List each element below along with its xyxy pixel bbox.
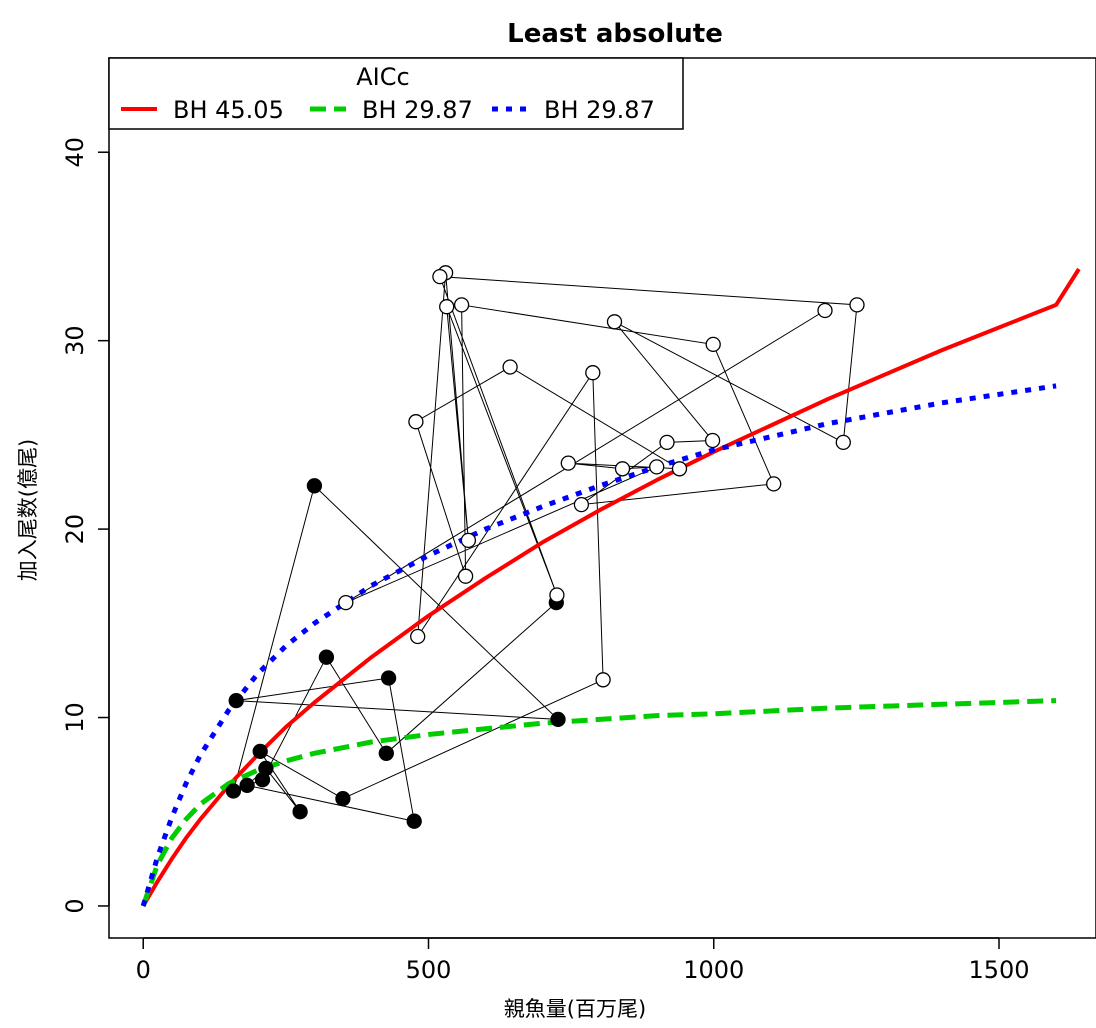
data-point-open <box>549 587 565 603</box>
data-point-filled <box>378 745 394 761</box>
data-point-open <box>457 568 474 584</box>
legend-label-1: BH 29.87 <box>362 96 473 124</box>
data-point-open <box>502 359 518 375</box>
legend-entries: BH 45.05 BH 29.87 BH 29.87 <box>121 96 655 124</box>
data-point-open <box>560 455 576 471</box>
data-point-filled <box>335 790 351 807</box>
data-point-open <box>573 496 590 513</box>
x-axis: 0 500 1000 1500 <box>136 937 1030 984</box>
y-axis: 0 10 20 30 40 <box>61 137 110 914</box>
data-point-open <box>671 461 688 477</box>
data-point-open <box>614 461 631 477</box>
data-point-open <box>705 336 721 353</box>
data-point-filled <box>239 777 255 794</box>
legend-box <box>108 57 684 130</box>
legend-label-2: BH 29.87 <box>544 96 655 124</box>
data-point-open <box>704 432 721 449</box>
data-point-open <box>659 434 675 451</box>
plot-area <box>140 265 1081 908</box>
data-point-open <box>585 365 601 381</box>
x-axis-label: 親魚量(百万尾) <box>504 997 646 1021</box>
x-tick-label: 1000 <box>683 956 744 984</box>
x-tick-label: 0 <box>136 956 151 984</box>
data-point-filled <box>306 478 323 494</box>
plot-frame <box>108 57 1096 939</box>
data-point-open <box>453 297 470 313</box>
data-point-open <box>649 459 665 475</box>
data-point-filled <box>228 692 244 709</box>
data-point-filled <box>292 804 308 820</box>
data-point-filled <box>550 711 566 728</box>
curve-dotted-2 <box>140 383 1057 907</box>
data-point-filled <box>318 649 335 665</box>
legend: AICc BH 45.05 BH 29.87 BH 29.87 <box>108 57 684 130</box>
y-tick-label: 10 <box>61 702 89 733</box>
y-tick-label: 30 <box>61 325 89 356</box>
legend-title: AICc <box>356 63 409 91</box>
data-point-open <box>606 314 623 330</box>
observed-path-line <box>232 272 858 822</box>
data-point-filled <box>252 743 268 760</box>
curve-dashed-1 <box>140 698 1057 907</box>
data-point-open <box>338 594 354 611</box>
data-point-filled <box>258 760 274 777</box>
data-point-open <box>439 299 455 315</box>
data-point-open <box>817 302 833 319</box>
data-point-filled <box>225 783 242 799</box>
y-axis-label: 加入尾数(億尾) <box>16 439 40 581</box>
y-tick-label: 20 <box>61 514 89 545</box>
data-point-open <box>460 532 477 549</box>
data-point-open <box>835 434 851 451</box>
data-point-open <box>410 628 426 645</box>
data-point-open <box>849 297 865 313</box>
chart-title: Least absolute <box>507 19 723 49</box>
data-point-open <box>595 672 611 688</box>
curve-solid-0 <box>141 267 1081 908</box>
x-tick-label: 500 <box>406 956 452 984</box>
data-point-open <box>408 414 424 430</box>
y-tick-label: 0 <box>61 898 89 913</box>
data-point-open <box>432 268 448 285</box>
data-point-open <box>766 476 782 492</box>
x-tick-label: 1500 <box>968 956 1029 984</box>
legend-label-0: BH 45.05 <box>173 96 284 124</box>
data-point-filled <box>380 670 397 686</box>
data-point-filled <box>406 813 422 829</box>
y-tick-label: 40 <box>61 137 89 168</box>
